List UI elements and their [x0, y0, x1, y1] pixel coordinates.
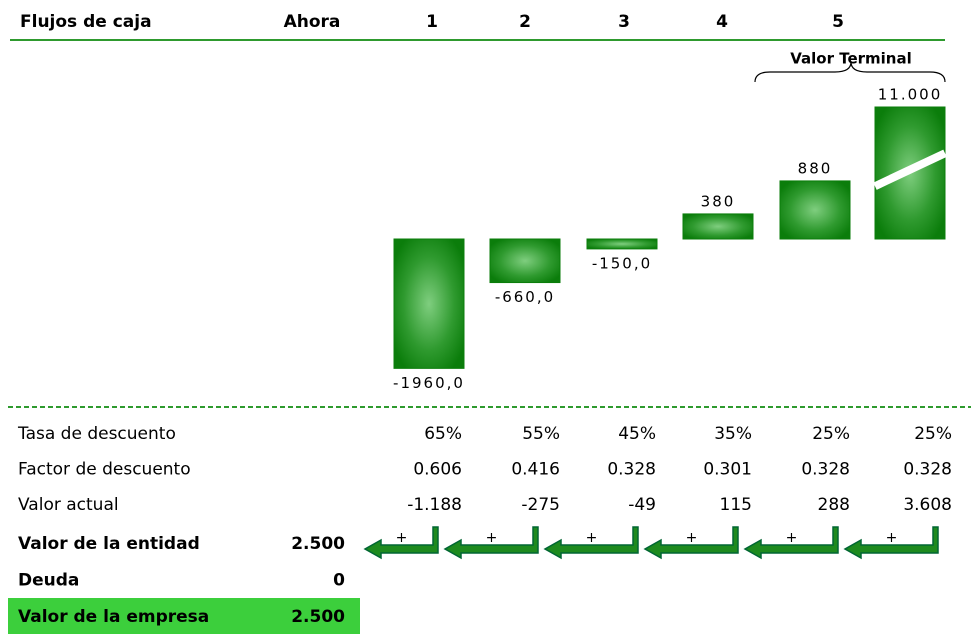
brace — [754, 61, 946, 83]
bar — [586, 238, 658, 250]
bar — [393, 238, 465, 369]
value-label: 380 — [701, 192, 736, 210]
summary-label: Valor de la empresa — [18, 607, 209, 627]
arrow-label: + — [586, 530, 598, 546]
cell: 25% — [914, 424, 952, 444]
cell: -275 — [521, 495, 560, 515]
column-header: Ahora — [284, 12, 341, 32]
column-header: 2 — [519, 12, 531, 32]
arrow — [443, 526, 539, 560]
value-label: 11.000 — [878, 86, 943, 104]
cell: 0.606 — [413, 460, 462, 480]
summary-value: 2.500 — [291, 607, 345, 627]
arrow — [643, 526, 739, 560]
cell: -49 — [628, 495, 656, 515]
arrow — [743, 526, 839, 560]
cell: 25% — [812, 424, 850, 444]
summary-value: 2.500 — [291, 534, 345, 554]
arrow-label: + — [786, 530, 798, 546]
bar — [682, 213, 754, 240]
cell: 0.328 — [607, 460, 656, 480]
header-title: Flujos de caja — [20, 12, 152, 32]
summary-label: Valor de la entidad — [18, 534, 200, 554]
annotation: Valor Terminal — [790, 50, 912, 68]
arrow-label: + — [396, 530, 408, 546]
highlight-row — [8, 598, 360, 634]
bar — [489, 238, 561, 284]
row-label: Valor actual — [18, 495, 119, 515]
summary-label: Deuda — [18, 571, 79, 591]
cell: 288 — [818, 495, 850, 515]
value-label: 880 — [798, 159, 833, 177]
column-header: 4 — [716, 12, 728, 32]
arrow-label: + — [486, 530, 498, 546]
summary-value: 0 — [333, 571, 345, 591]
cell: 0.301 — [703, 460, 752, 480]
cell: 65% — [424, 424, 462, 444]
value-label: -150,0 — [592, 254, 652, 272]
row-label: Tasa de descuento — [17, 424, 176, 444]
cell: 35% — [714, 424, 752, 444]
arrow — [843, 526, 939, 560]
cell: 3.608 — [903, 495, 952, 515]
bar — [874, 106, 946, 240]
column-header: 5 — [832, 12, 844, 32]
cell: 55% — [522, 424, 560, 444]
column-header: 3 — [618, 12, 630, 32]
arrow — [543, 526, 639, 560]
axis-break — [873, 149, 947, 190]
value-label: -1960,0 — [393, 374, 465, 392]
cell: 0.416 — [511, 460, 560, 480]
arrow — [363, 526, 439, 560]
bar — [779, 180, 851, 240]
arrow-label: + — [686, 530, 698, 546]
cell: 0.328 — [903, 460, 952, 480]
arrow-label: + — [886, 530, 898, 546]
cell: 115 — [720, 495, 752, 515]
cell: -1.188 — [407, 495, 462, 515]
value-label: -660,0 — [495, 288, 555, 306]
column-header: 1 — [426, 12, 438, 32]
cell: 0.328 — [801, 460, 850, 480]
cell: 45% — [618, 424, 656, 444]
row-label: Factor de descuento — [18, 460, 191, 480]
